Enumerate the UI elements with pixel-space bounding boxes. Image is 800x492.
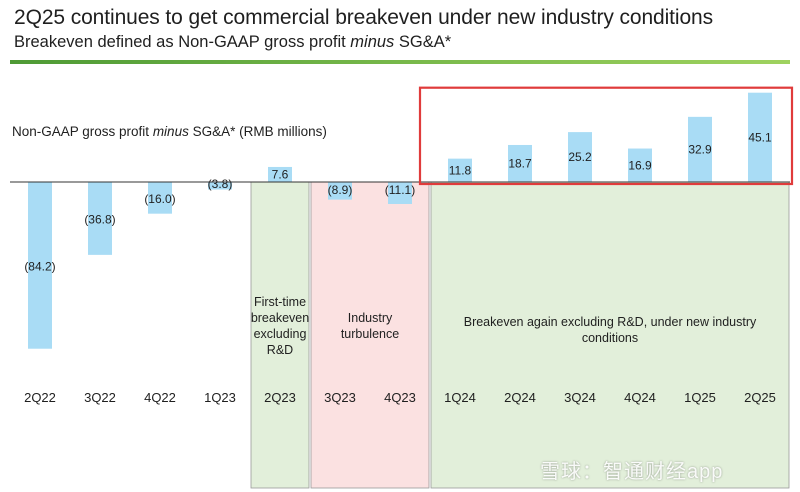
tick-label-3Q22: 3Q22 <box>84 390 116 405</box>
data-label-2Q25: 45.1 <box>748 130 772 144</box>
tick-label-1Q24: 1Q24 <box>444 390 476 405</box>
annotation-text-2: Industry turbulence <box>341 311 399 341</box>
tick-label-4Q22: 4Q22 <box>144 390 176 405</box>
bar-2Q23 <box>268 166 292 182</box>
tick-label-2Q22: 2Q22 <box>24 390 56 405</box>
bar-1Q25 <box>688 116 712 182</box>
annotation-text-1: First-time breakeven excluding R&D <box>251 295 309 357</box>
data-label-4Q22: (16.0) <box>144 192 175 206</box>
data-label-1Q24: 11.8 <box>449 163 472 177</box>
data-label-4Q23: (11.1) <box>385 183 415 197</box>
page-subtitle: Breakeven defined as Non-GAAP gross prof… <box>14 33 452 51</box>
data-label-4Q24: 16.9 <box>628 158 652 172</box>
tick-label-3Q24: 3Q24 <box>564 390 596 405</box>
annotation-region-1 <box>250 181 310 489</box>
data-label-2Q24: 18.7 <box>508 156 532 170</box>
data-label-3Q23: (8.9) <box>328 183 353 197</box>
page-title: 2Q25 continues to get commercial breakev… <box>14 6 714 29</box>
highlight-box <box>418 86 794 186</box>
tick-label-1Q25: 1Q25 <box>684 390 716 405</box>
bar-2Q22 <box>28 182 52 349</box>
tick-label-3Q23: 3Q23 <box>324 390 356 405</box>
bar-4Q22 <box>148 182 172 214</box>
title-divider <box>10 60 790 64</box>
bar-3Q22 <box>88 182 112 255</box>
bar-4Q24 <box>628 148 652 182</box>
watermark: 雪球：智通财经app <box>540 461 724 483</box>
bar-2Q24 <box>508 144 532 182</box>
tick-label-2Q23: 2Q23 <box>264 390 296 405</box>
bar-3Q24 <box>568 132 592 182</box>
tick-label-2Q24: 2Q24 <box>504 390 536 405</box>
bar-4Q23 <box>388 182 412 204</box>
tick-label-2Q25: 2Q25 <box>744 390 776 405</box>
bar-1Q23 <box>208 182 232 190</box>
bar-2Q25 <box>748 92 772 182</box>
measure-label: Non-GAAP gross profit minus SG&A* (RMB m… <box>12 124 327 139</box>
data-label-1Q23: (3.8) <box>208 177 233 191</box>
tick-label-4Q24: 4Q24 <box>624 390 656 405</box>
data-label-2Q22: (84.2) <box>24 259 55 273</box>
tick-label-1Q23: 1Q23 <box>204 390 236 405</box>
data-label-3Q24: 25.2 <box>568 150 592 164</box>
bar-1Q24 <box>448 158 472 182</box>
data-label-2Q23: 7.6 <box>272 167 289 181</box>
annotation-text-3: Breakeven again excluding R&D, under new… <box>464 315 757 345</box>
data-label-1Q25: 32.9 <box>688 142 712 156</box>
bar-3Q23 <box>328 182 352 200</box>
annotation-region-3 <box>430 181 790 489</box>
data-label-3Q22: (36.8) <box>84 212 115 226</box>
tick-label-4Q23: 4Q23 <box>384 390 416 405</box>
